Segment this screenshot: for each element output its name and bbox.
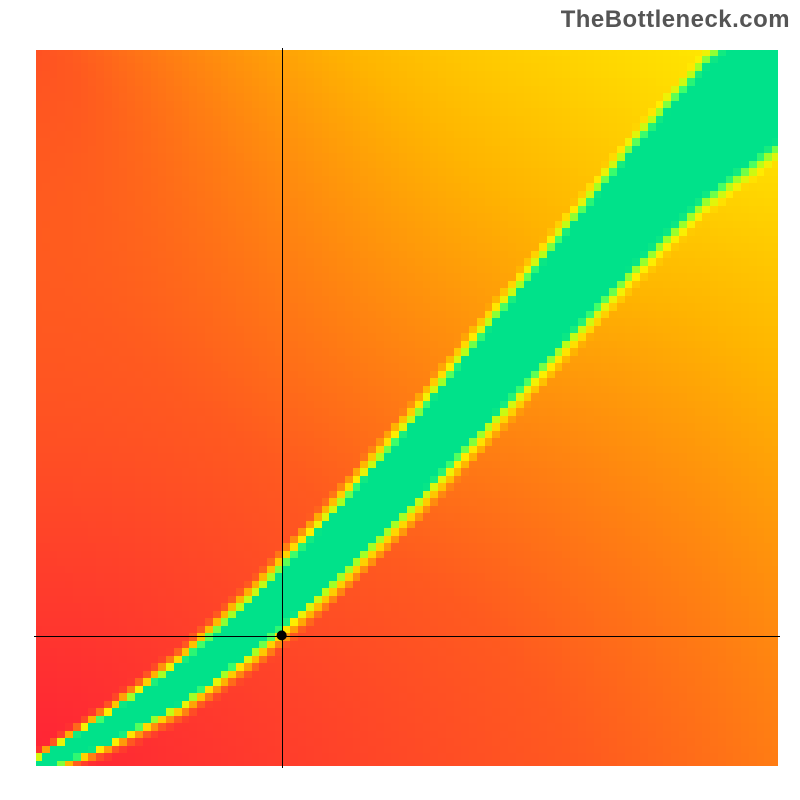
bottleneck-heatmap [0,0,800,800]
chart-container: TheBottleneck.com [0,0,800,800]
